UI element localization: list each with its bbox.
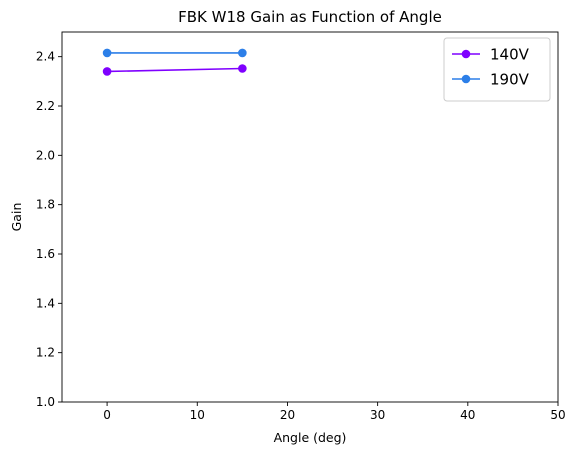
series-line-0	[107, 67, 243, 73]
x-tick-label-3: 30	[370, 408, 385, 422]
legend: 140V 190V	[443, 37, 551, 102]
y-axis-label: Gain	[9, 203, 24, 232]
y-tick-label-7: 2.4	[36, 50, 55, 64]
legend-marker-0	[461, 49, 471, 59]
chart-title: FBK W18 Gain as Function of Angle	[178, 8, 442, 26]
y-tick-label-0: 1.0	[36, 395, 55, 409]
data-point-0-1	[238, 64, 247, 73]
x-tick-label-1: 10	[190, 408, 205, 422]
data-point-0-0	[102, 67, 112, 76]
y-tick-label-5: 2.0	[36, 148, 55, 162]
legend-label-0: 140V	[490, 46, 530, 64]
series-layer	[102, 48, 247, 76]
data-point-1-1	[238, 48, 247, 58]
y-tick-label-3: 1.6	[36, 247, 55, 261]
data-point-1-0	[102, 48, 112, 58]
x-tick-label-5: 50	[550, 408, 565, 422]
y-tick-label-6: 2.2	[36, 99, 55, 113]
y-tick-label-1: 1.2	[36, 346, 55, 360]
x-tick-label-2: 20	[280, 408, 295, 422]
plot-frame	[61, 31, 559, 403]
x-tick-label-4: 40	[460, 408, 475, 422]
y-tick-label-4: 1.8	[36, 198, 55, 212]
axes-layer: 0 10 20 30 40 50 1.0 1.2 1.4 1.6 1.8 2.0 2.2 2.4	[36, 31, 566, 422]
legend-label-1: 190V	[490, 71, 530, 89]
x-axis-label: Angle (deg)	[274, 430, 347, 445]
x-tick-label-0: 0	[103, 408, 111, 422]
y-tick-label-2: 1.4	[36, 296, 55, 310]
legend-marker-1	[461, 74, 471, 84]
